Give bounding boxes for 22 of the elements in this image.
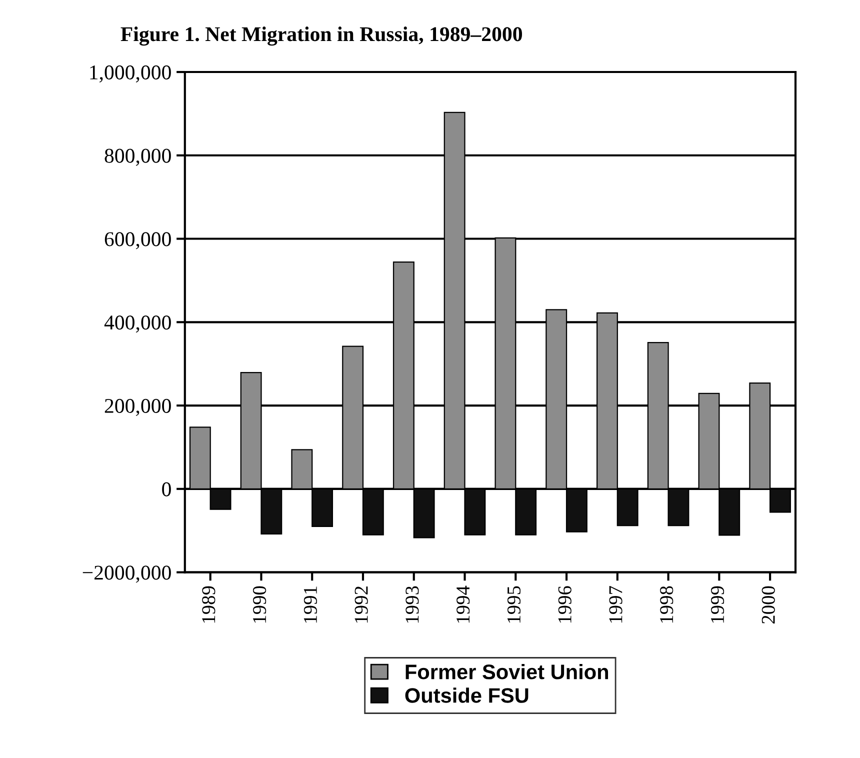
x-tick-label: 1994 — [456, 586, 470, 623]
y-tick-label: 1,000,000 — [90, 65, 171, 82]
x-tick-label: 1991 — [304, 586, 317, 623]
y-tick-label: 400,000 — [104, 316, 171, 333]
legend-label: Former Soviet Union — [406, 664, 608, 680]
y-tick-label: 600,000 — [104, 232, 171, 250]
x-tick-label: 2000 — [762, 586, 775, 624]
y-tick-label: 0 — [162, 482, 171, 496]
x-tick-label: 1993 — [406, 586, 419, 623]
x-tick-label: 1989 — [202, 586, 216, 623]
x-tick-label: 1998 — [660, 586, 674, 623]
chart-title: Figure 1. Net Migration in Russia, 1989–2000 — [120, 26, 522, 46]
legend-label: Outside FSU — [405, 688, 528, 703]
x-tick-label: 1995 — [507, 586, 521, 623]
x-tick-label: 1999 — [710, 586, 724, 623]
y-tick-label: 200,000 — [104, 398, 171, 416]
y-tick-label: 800,000 — [104, 148, 171, 166]
x-tick-label: 1996 — [558, 586, 572, 623]
x-tick-label: 1997 — [609, 586, 622, 623]
y-tick-label: −2000,000 — [82, 566, 171, 583]
x-tick-label: 1992 — [354, 586, 368, 623]
x-tick-label: 1990 — [252, 586, 266, 623]
